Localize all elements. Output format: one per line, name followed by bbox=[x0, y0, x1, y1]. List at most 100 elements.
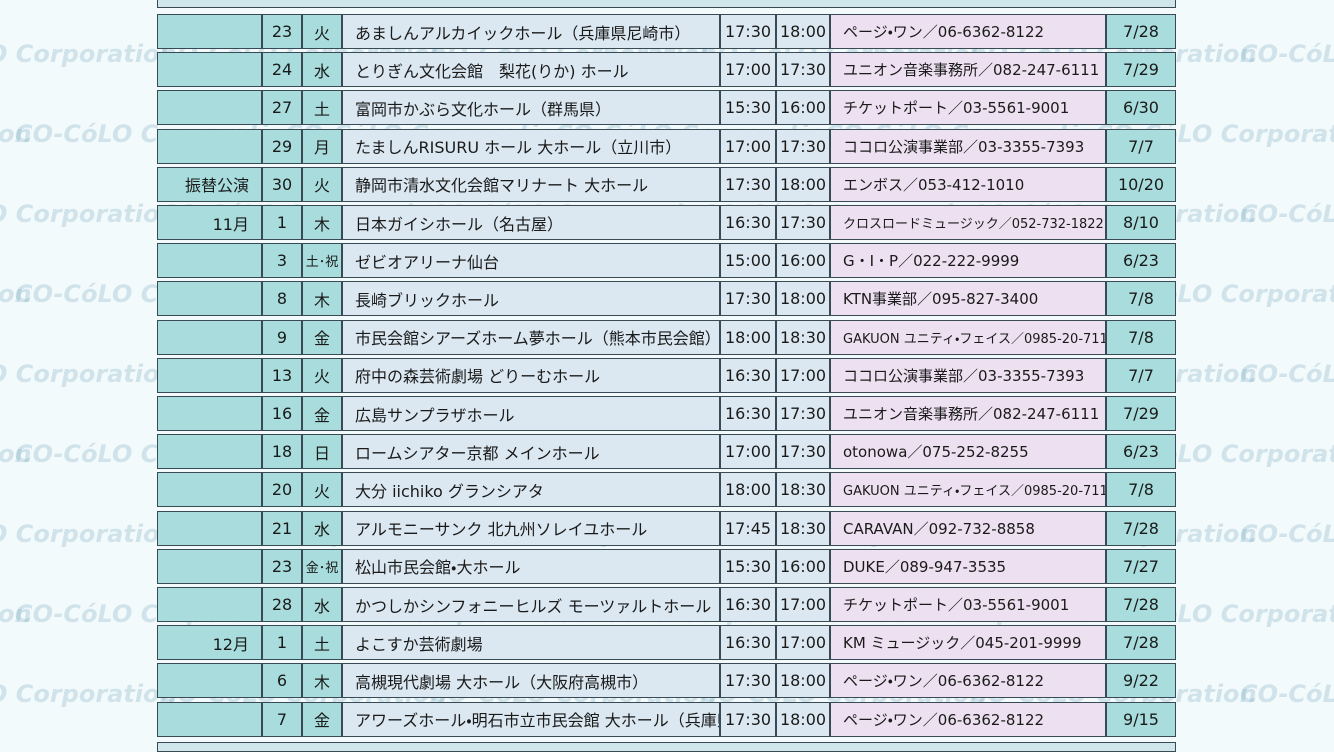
contact-cell: KTN事業部／095-827-3400 bbox=[830, 281, 1106, 317]
release-date-cell: 9/15 bbox=[1106, 701, 1176, 737]
contact-cell: ユニオン音楽事務所／082-247-6111 bbox=[830, 396, 1106, 431]
start-time-cell: 18:30 bbox=[776, 510, 830, 546]
open-time-cell: 17:00 bbox=[720, 52, 776, 88]
watermark: CO-CóLO Corporation bbox=[1240, 360, 1334, 388]
note-cell bbox=[157, 396, 262, 431]
day-cell: 8 bbox=[262, 281, 302, 317]
open-time-cell: 15:30 bbox=[720, 90, 776, 126]
contact-cell: KM ミュージック／045-201-9999 bbox=[830, 625, 1106, 661]
release-date-cell: 7/28 bbox=[1106, 510, 1176, 546]
venue-cell: 松山市民会館・大ホール bbox=[342, 548, 720, 584]
weekday-cell: 金 bbox=[302, 396, 342, 431]
contact-cell: ココロ公演事業部／03-3355-7393 bbox=[830, 128, 1106, 164]
weekday-cell: 木 bbox=[302, 281, 342, 317]
start-time-cell: 16:00 bbox=[776, 243, 830, 279]
start-time-cell: 17:30 bbox=[776, 434, 830, 470]
start-time-cell: 18:30 bbox=[776, 319, 830, 355]
note-cell: 12月 bbox=[157, 625, 262, 661]
venue-cell: アルモニーサンク 北九州ソレイユホール bbox=[342, 510, 720, 546]
day-cell: 28 bbox=[262, 587, 302, 622]
start-time-cell: 16:00 bbox=[776, 90, 830, 126]
venue-cell: ロームシアター京都 メインホール bbox=[342, 434, 720, 470]
start-time-cell: 17:30 bbox=[776, 52, 830, 88]
day-cell: 7 bbox=[262, 701, 302, 737]
open-time-cell: 15:30 bbox=[720, 548, 776, 584]
contact-cell: ページ・ワン／06-6362-8122 bbox=[830, 701, 1106, 737]
contact-cell: CARAVAN／092-732-8858 bbox=[830, 510, 1106, 546]
day-cell: 1 bbox=[262, 205, 302, 240]
watermark: CO-CóLO Corporation bbox=[0, 520, 177, 548]
day-cell: 23 bbox=[262, 14, 302, 49]
venue-cell: 日本ガイシホール（名古屋） bbox=[342, 205, 720, 240]
watermark: CO-CóLO Corporation bbox=[1240, 520, 1334, 548]
day-cell: 13 bbox=[262, 357, 302, 393]
venue-cell: 大分 iichiko グランシアタ bbox=[342, 472, 720, 508]
contact-cell: チケットポート／03-5561-9001 bbox=[830, 90, 1106, 126]
day-cell: 20 bbox=[262, 472, 302, 508]
release-date-cell: 7/27 bbox=[1106, 548, 1176, 584]
note-cell bbox=[157, 472, 262, 508]
venue-cell: 高槻現代劇場 大ホール（大阪府高槻市） bbox=[342, 663, 720, 699]
watermark: CO-CóLO Corporation bbox=[0, 360, 177, 388]
contact-cell: GAKUON ユニティ・フェイス／0985-20-7111 bbox=[830, 472, 1106, 508]
watermark: CO-CóLO Corporation bbox=[1240, 40, 1334, 68]
contact-cell: チケットポート／03-5561-9001 bbox=[830, 587, 1106, 622]
cut-row bbox=[157, 742, 1176, 752]
weekday-cell: 金･祝 bbox=[302, 548, 342, 584]
venue-cell: 広島サンプラザホール bbox=[342, 396, 720, 431]
start-time-cell: 18:00 bbox=[776, 701, 830, 737]
watermark: CO-CóLO Corporation bbox=[1240, 200, 1334, 228]
open-time-cell: 17:00 bbox=[720, 128, 776, 164]
weekday-cell: 日 bbox=[302, 434, 342, 470]
note-cell bbox=[157, 510, 262, 546]
note-cell bbox=[157, 587, 262, 622]
release-date-cell: 6/30 bbox=[1106, 90, 1176, 126]
venue-cell: よこすか芸術劇場 bbox=[342, 625, 720, 661]
release-date-cell: 6/23 bbox=[1106, 434, 1176, 470]
day-cell: 21 bbox=[262, 510, 302, 546]
note-cell bbox=[157, 243, 262, 279]
contact-cell: クロスロードミュージック／052-732-1822 bbox=[830, 205, 1106, 240]
weekday-cell: 木 bbox=[302, 205, 342, 240]
release-date-cell: 7/29 bbox=[1106, 52, 1176, 88]
open-time-cell: 16:30 bbox=[720, 205, 776, 240]
venue-cell: とりぎん文化会館 梨花(りか) ホール bbox=[342, 52, 720, 88]
weekday-cell: 水 bbox=[302, 52, 342, 88]
start-time-cell: 17:00 bbox=[776, 587, 830, 622]
venue-cell: あましんアルカイックホール（兵庫県尼崎市） bbox=[342, 14, 720, 49]
note-cell bbox=[157, 128, 262, 164]
release-date-cell: 7/8 bbox=[1106, 472, 1176, 508]
note-cell bbox=[157, 90, 262, 126]
contact-cell: ページ・ワン／06-6362-8122 bbox=[830, 14, 1106, 49]
day-cell: 3 bbox=[262, 243, 302, 279]
release-date-cell: 7/28 bbox=[1106, 587, 1176, 622]
start-time-cell: 17:30 bbox=[776, 128, 830, 164]
contact-cell: DUKE／089-947-3535 bbox=[830, 548, 1106, 584]
day-cell: 6 bbox=[262, 663, 302, 699]
note-cell bbox=[157, 52, 262, 88]
venue-cell: 市民会館シアーズホーム夢ホール（熊本市民会館） bbox=[342, 319, 720, 355]
contact-cell: ココロ公演事業部／03-3355-7393 bbox=[830, 357, 1106, 393]
release-date-cell: 6/23 bbox=[1106, 243, 1176, 279]
watermark: CO-CóLO Corporation bbox=[0, 280, 32, 308]
release-date-cell: 10/20 bbox=[1106, 166, 1176, 202]
venue-cell: 長崎ブリックホール bbox=[342, 281, 720, 317]
release-date-cell: 7/7 bbox=[1106, 128, 1176, 164]
weekday-cell: 土 bbox=[302, 625, 342, 661]
open-time-cell: 16:30 bbox=[720, 625, 776, 661]
release-date-cell: 7/8 bbox=[1106, 281, 1176, 317]
start-time-cell: 17:30 bbox=[776, 205, 830, 240]
watermark: CO-CóLO Corporation bbox=[1240, 680, 1334, 708]
note-cell: 11月 bbox=[157, 205, 262, 240]
note-cell bbox=[157, 434, 262, 470]
watermark: CO-CóLO Corporation bbox=[0, 40, 177, 68]
contact-cell: G・I・P／022-222-9999 bbox=[830, 243, 1106, 279]
venue-cell: アワーズホール・明石市立市民会館 大ホール（兵庫県） bbox=[342, 701, 720, 737]
weekday-cell: 火 bbox=[302, 472, 342, 508]
open-time-cell: 17:45 bbox=[720, 510, 776, 546]
release-date-cell: 7/8 bbox=[1106, 319, 1176, 355]
day-cell: 1 bbox=[262, 625, 302, 661]
open-time-cell: 17:30 bbox=[720, 663, 776, 699]
start-time-cell: 18:00 bbox=[776, 663, 830, 699]
